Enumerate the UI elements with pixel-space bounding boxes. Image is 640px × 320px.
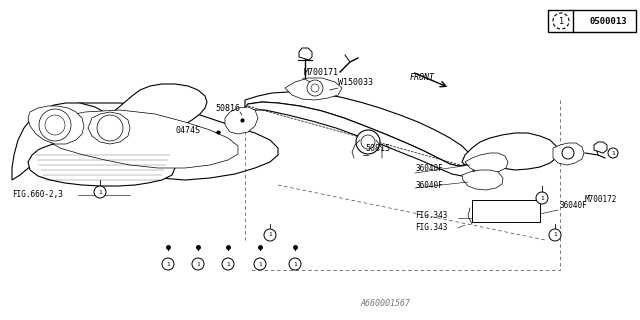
Text: 36040F: 36040F (415, 180, 443, 189)
Text: 1: 1 (258, 261, 262, 267)
Polygon shape (245, 92, 472, 166)
Polygon shape (594, 142, 607, 153)
Text: 50815: 50815 (365, 143, 390, 153)
Text: M700172: M700172 (585, 196, 618, 204)
Polygon shape (472, 200, 540, 222)
Polygon shape (48, 110, 238, 168)
Text: 1: 1 (166, 261, 170, 267)
Text: 36040F: 36040F (560, 201, 588, 210)
Polygon shape (225, 107, 258, 134)
Text: 1: 1 (98, 189, 102, 195)
Polygon shape (462, 133, 558, 170)
Text: M700171: M700171 (304, 68, 339, 76)
Circle shape (264, 229, 276, 241)
Polygon shape (88, 112, 130, 144)
Circle shape (289, 258, 301, 270)
Text: 0500013: 0500013 (590, 17, 628, 26)
Text: W150033: W150033 (338, 77, 373, 86)
Circle shape (254, 258, 266, 270)
Polygon shape (28, 106, 84, 144)
Text: 1: 1 (540, 196, 544, 201)
Circle shape (162, 258, 174, 270)
Circle shape (536, 192, 548, 204)
Text: FRONT: FRONT (410, 73, 435, 82)
Text: 1: 1 (559, 17, 563, 26)
Text: 1: 1 (611, 150, 615, 156)
Text: FIG.343: FIG.343 (415, 211, 447, 220)
FancyBboxPatch shape (548, 10, 636, 32)
Text: 1: 1 (196, 261, 200, 267)
Polygon shape (34, 103, 278, 180)
Polygon shape (553, 143, 584, 165)
Text: FIG.343: FIG.343 (415, 223, 447, 233)
Text: A660001567: A660001567 (360, 299, 410, 308)
Text: 0474S: 0474S (175, 125, 200, 134)
Circle shape (192, 258, 204, 270)
Text: 1: 1 (226, 261, 230, 267)
Text: 36040F: 36040F (415, 164, 443, 172)
Polygon shape (12, 84, 207, 180)
Text: 1: 1 (553, 233, 557, 237)
Circle shape (562, 147, 574, 159)
Circle shape (94, 186, 106, 198)
Circle shape (222, 258, 234, 270)
Text: 1: 1 (268, 233, 272, 237)
Polygon shape (28, 140, 175, 186)
Circle shape (608, 148, 618, 158)
Circle shape (356, 130, 380, 154)
Polygon shape (465, 153, 508, 173)
Polygon shape (299, 48, 312, 60)
Text: 50816: 50816 (215, 103, 240, 113)
Circle shape (549, 229, 561, 241)
Text: FIG.660-2,3: FIG.660-2,3 (12, 190, 63, 199)
Text: 1: 1 (293, 261, 297, 267)
Polygon shape (245, 102, 474, 176)
Polygon shape (462, 170, 503, 190)
Polygon shape (285, 78, 342, 100)
